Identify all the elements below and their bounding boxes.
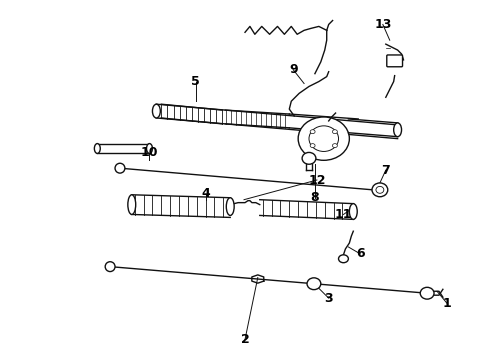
Ellipse shape <box>147 144 152 153</box>
Ellipse shape <box>105 262 115 271</box>
Text: 9: 9 <box>289 63 297 76</box>
Ellipse shape <box>372 183 388 197</box>
Ellipse shape <box>152 104 160 118</box>
Ellipse shape <box>339 255 348 263</box>
Text: 5: 5 <box>192 75 200 88</box>
Text: 8: 8 <box>311 191 319 204</box>
Text: 2: 2 <box>241 333 249 346</box>
Ellipse shape <box>302 152 316 164</box>
Ellipse shape <box>310 130 315 134</box>
Text: 6: 6 <box>356 247 365 260</box>
Text: 7: 7 <box>381 164 390 177</box>
Ellipse shape <box>95 144 100 153</box>
Ellipse shape <box>309 126 339 152</box>
Text: 4: 4 <box>201 187 210 200</box>
Ellipse shape <box>420 287 434 299</box>
Ellipse shape <box>298 117 349 160</box>
Ellipse shape <box>376 186 384 193</box>
Ellipse shape <box>349 204 357 219</box>
FancyBboxPatch shape <box>387 55 402 67</box>
Text: 12: 12 <box>308 174 326 186</box>
Text: 11: 11 <box>335 208 352 221</box>
Text: 1: 1 <box>442 297 451 310</box>
Ellipse shape <box>393 123 401 137</box>
Ellipse shape <box>226 198 234 215</box>
Ellipse shape <box>128 195 136 215</box>
Ellipse shape <box>310 144 315 148</box>
Ellipse shape <box>332 144 338 148</box>
Text: 13: 13 <box>374 18 392 31</box>
Ellipse shape <box>332 130 338 134</box>
Ellipse shape <box>307 278 321 290</box>
Text: 3: 3 <box>324 292 333 305</box>
Text: 10: 10 <box>141 146 158 159</box>
Ellipse shape <box>115 163 125 173</box>
